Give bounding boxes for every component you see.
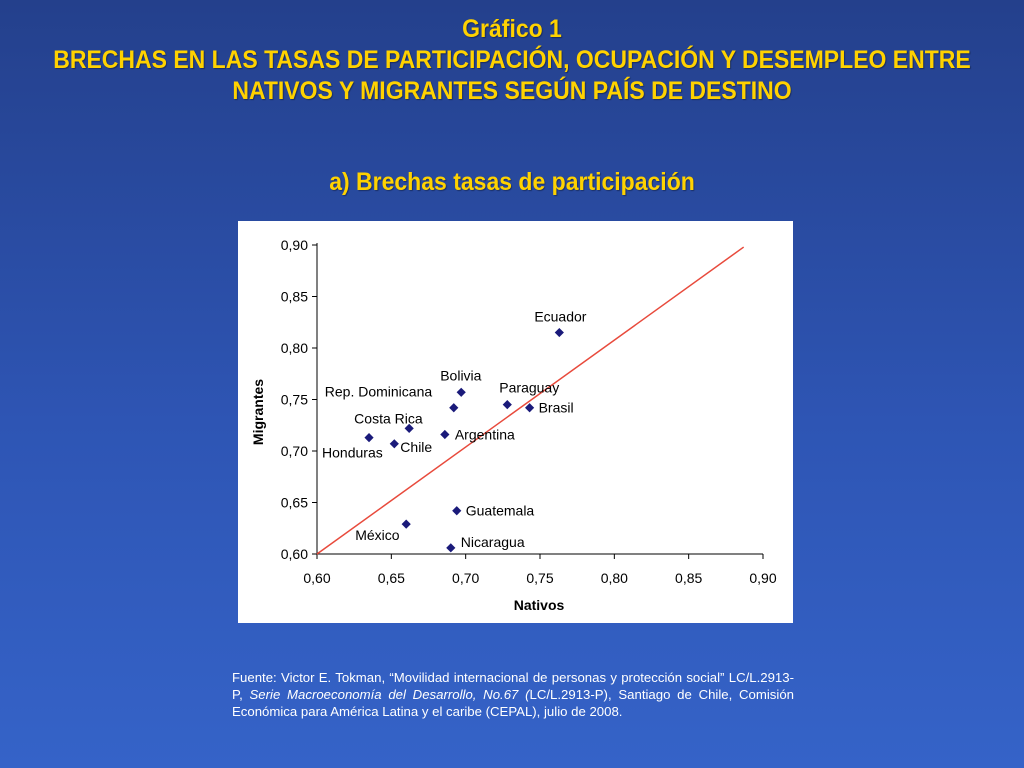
x-axis-label: Nativos [514,597,565,613]
x-tick-label: 0,90 [749,570,776,586]
data-label: Honduras [322,445,383,461]
x-tick-label: 0,70 [452,570,479,586]
data-label: Rep. Dominicana [325,384,433,400]
chart-title: Gráfico 1 BRECHAS EN LAS TASAS DE PARTIC… [41,14,983,107]
data-label: Paraguay [499,380,559,396]
data-point [446,543,456,553]
x-tick-label: 0,80 [601,570,628,586]
scatter-chart: 0,90 0,85 0,80 0,75 0,70 0,65 0,60 0,60 0,65 0,70… [250,237,777,613]
data-point [364,433,374,443]
data-label: Brasil [539,400,574,416]
data-point [524,403,535,413]
x-tick-label: 0,60 [303,570,330,586]
source-note: Fuente: Victor E. Tokman, “Movilidad int… [232,669,794,720]
y-axis-label: Migrantes [250,379,266,445]
data-point [440,429,450,440]
data-point [452,506,462,516]
chart-panel: 0,90 0,85 0,80 0,75 0,70 0,65 0,60 0,60 0,65 0,70… [238,221,793,623]
y-tick-label: 0,60 [281,546,308,562]
data-label: México [355,527,400,543]
x-tick-label: 0,85 [675,570,702,586]
data-label: Ecuador [534,309,586,325]
title-line-2: BRECHAS EN LAS TASAS DE PARTICIPACIÓN, O… [53,46,971,74]
chart-subtitle: a) Brechas tasas de participación [329,168,695,196]
data-label: Chile [400,439,432,455]
x-tick-label: 0,75 [526,570,553,586]
y-tick-label: 0,90 [281,237,308,253]
y-tick-label: 0,75 [281,392,308,408]
data-label: Costa Rica [354,410,423,426]
x-tick-label: 0,65 [378,570,405,586]
data-point [456,387,466,397]
data-label: Bolivia [440,367,481,383]
y-tick-label: 0,65 [281,495,308,511]
y-tick-label: 0,70 [281,443,308,459]
data-point [554,327,564,338]
source-text-2: LC/L.2913-P), Santiago de Chile, Comisió… [232,687,794,719]
data-label: Guatemala [466,503,535,519]
reference-line [316,246,745,555]
source-text-italic: Serie Macroeconomía del Desarrollo, No.6… [249,687,530,702]
title-line-3: NATIVOS Y MIGRANTES SEGÚN PAÍS DE DESTIN… [232,77,792,105]
title-line-1: Gráfico 1 [462,15,562,43]
data-point [449,403,459,413]
source-text-1: Fuente: Victor E. Tokman, “Movilidad int… [232,670,794,702]
data-label: Nicaragua [461,534,525,550]
y-tick-label: 0,80 [281,340,308,356]
data-point [502,400,512,410]
data-point [401,519,411,529]
data-label: Argentina [455,427,515,443]
data-point [389,439,399,449]
y-tick-label: 0,85 [281,289,308,305]
